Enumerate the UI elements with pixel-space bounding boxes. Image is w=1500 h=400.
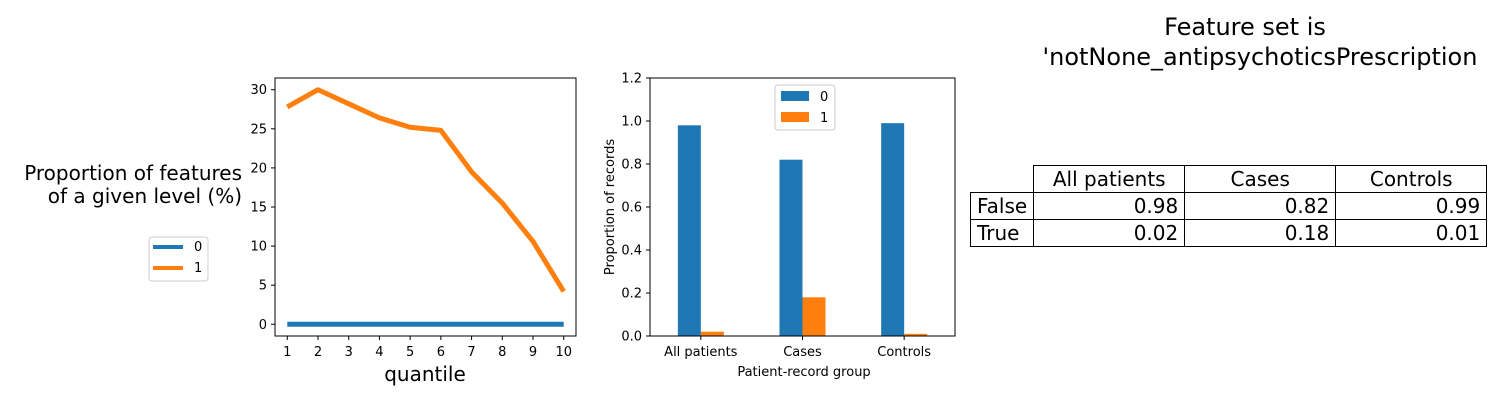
table-corner [970, 165, 1035, 193]
y-axis-label-line2: of a given level (%) [48, 184, 242, 208]
bar-1-cases [802, 297, 826, 336]
y-tick-label: 25 [250, 122, 267, 137]
legend-swatch-0 [781, 91, 809, 101]
feature-set-title: Feature set is 'notNone_antipsychoticsPr… [1000, 12, 1500, 72]
series-line-1 [286, 87, 566, 293]
x-tick-label: Cases [783, 345, 822, 360]
x-tick-label: 2 [314, 345, 322, 360]
y-tick-label: 0.0 [621, 330, 642, 345]
legend: 0 1 [774, 84, 836, 131]
x-tick-label: 8 [498, 345, 506, 360]
legend-label-0: 0 [820, 90, 828, 105]
summary-table: All patients Cases Controls False 0.98 0… [969, 165, 1488, 247]
y-tick-label: 15 [250, 201, 267, 216]
x-tick-label: 3 [345, 345, 353, 360]
legend-label-1: 1 [194, 261, 202, 276]
group-bar-chart: Proportion of records 0.0 0.2 0.4 0.6 0.8 1.0… [603, 72, 956, 380]
table-cell: 0.98 [1033, 192, 1186, 220]
y-tick-label: 1.0 [621, 115, 642, 130]
x-tick-label: 5 [406, 345, 414, 360]
y-tick-label: 0.8 [621, 158, 642, 173]
y-tick-label: 5 [259, 279, 267, 294]
x-tick-label: 9 [529, 345, 537, 360]
x-tick-label: 1 [283, 345, 291, 360]
y-axis-label-line1: Proportion of features [24, 161, 242, 185]
y-tick-label: 0.4 [621, 244, 642, 259]
x-tick-label: 6 [437, 345, 445, 360]
table-cell: 0.02 [1033, 219, 1186, 247]
y-tick-label: 1.2 [621, 72, 642, 87]
column-header: Controls [1335, 165, 1488, 193]
x-tick-label: 10 [555, 345, 572, 360]
y-tick-label: 10 [250, 240, 267, 255]
table-cell: 0.18 [1184, 219, 1337, 247]
x-axis-label: quantile [384, 362, 466, 386]
legend-swatch-1 [781, 112, 809, 122]
x-tick-label: 7 [467, 345, 475, 360]
y-tick-label: 0.2 [621, 287, 642, 302]
bar-0-controls [881, 123, 905, 337]
bar-1-controls [904, 333, 928, 336]
x-axis-label: Patient-record group [737, 365, 870, 380]
x-tick-label: 4 [375, 345, 383, 360]
table-row: False 0.98 0.82 0.99 [969, 192, 1488, 220]
title-line-1: Feature set is [1164, 13, 1326, 41]
table-cell: 0.01 [1335, 219, 1488, 247]
x-tick-label: All patients [664, 345, 738, 360]
quantile-line-chart: Proportion of features of a given level … [24, 77, 577, 386]
legend-label-0: 0 [194, 240, 202, 255]
title-line-2: 'notNone_antipsychoticsPrescription [1042, 43, 1478, 71]
table-cell: 0.82 [1184, 192, 1337, 220]
y-tick-label: 0.6 [621, 201, 642, 216]
row-header: True [969, 219, 1035, 247]
column-header: All patients [1033, 165, 1186, 193]
y-tick-label: 30 [250, 83, 267, 98]
y-axis-label: Proportion of records [603, 139, 618, 275]
legend: 0 1 [148, 236, 209, 282]
plot-frame [649, 77, 956, 337]
legend-label-1: 1 [820, 111, 828, 126]
y-tick-label: 0 [259, 318, 267, 333]
bar-1-all-patients [700, 331, 724, 336]
plot-frame [274, 77, 577, 337]
column-header: Cases [1184, 165, 1337, 193]
bar-0-cases [779, 159, 803, 336]
y-tick-label: 20 [250, 161, 267, 176]
table-header-row: All patients Cases Controls [970, 165, 1488, 193]
table-cell: 0.99 [1335, 192, 1488, 220]
x-tick-label: Controls [877, 345, 931, 360]
table-row: True 0.02 0.18 0.01 [969, 219, 1488, 247]
row-header: False [969, 192, 1035, 220]
bar-0-all-patients [677, 125, 701, 336]
